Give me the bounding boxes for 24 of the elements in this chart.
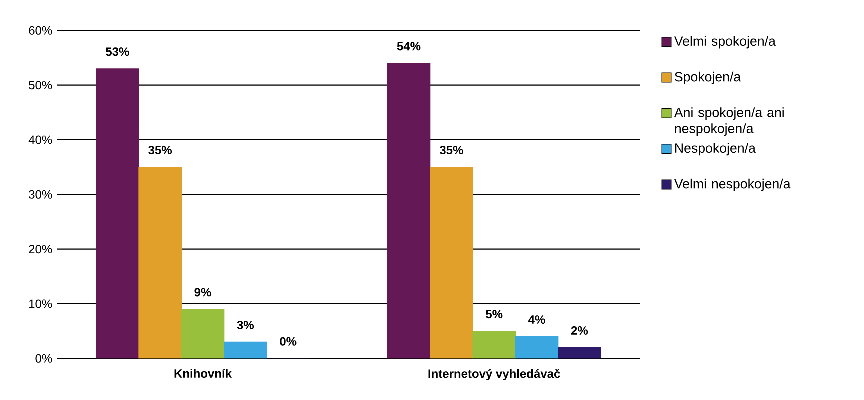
y-tick-label: 40% [28,136,52,144]
y-tick-label: 50% [29,81,52,90]
legend-label: Ani spokojen/a ani nespokojen/a [674,108,784,136]
data-label: 3% [237,320,254,330]
y-tick-label: 10% [30,300,52,308]
x-tick-label: Internetový vyhledávač [428,369,560,381]
legend-label: Velmi spokojen/a [674,36,776,49]
x-tick-label: Knihovník [174,369,232,378]
data-label: 9% [194,288,212,297]
data-label: 5% [486,310,503,319]
y-tick-label: 0% [36,354,52,363]
legend-label: Spokojen/a [675,72,742,84]
legend-label: Velmi nespokojen/a [674,178,791,192]
y-tick-label: 60% [29,26,52,35]
data-label: 4% [528,316,546,324]
data-label: 35% [440,146,464,155]
data-label: 2% [571,326,588,335]
data-label: 54% [397,42,421,51]
data-label: 35% [148,146,172,155]
legend-label: Nespokojen/a [676,143,756,156]
y-tick-label: 20% [29,245,52,254]
y-tick-label: 30% [29,190,52,199]
data-label: 53% [106,48,130,56]
data-label: 0% [280,337,297,346]
